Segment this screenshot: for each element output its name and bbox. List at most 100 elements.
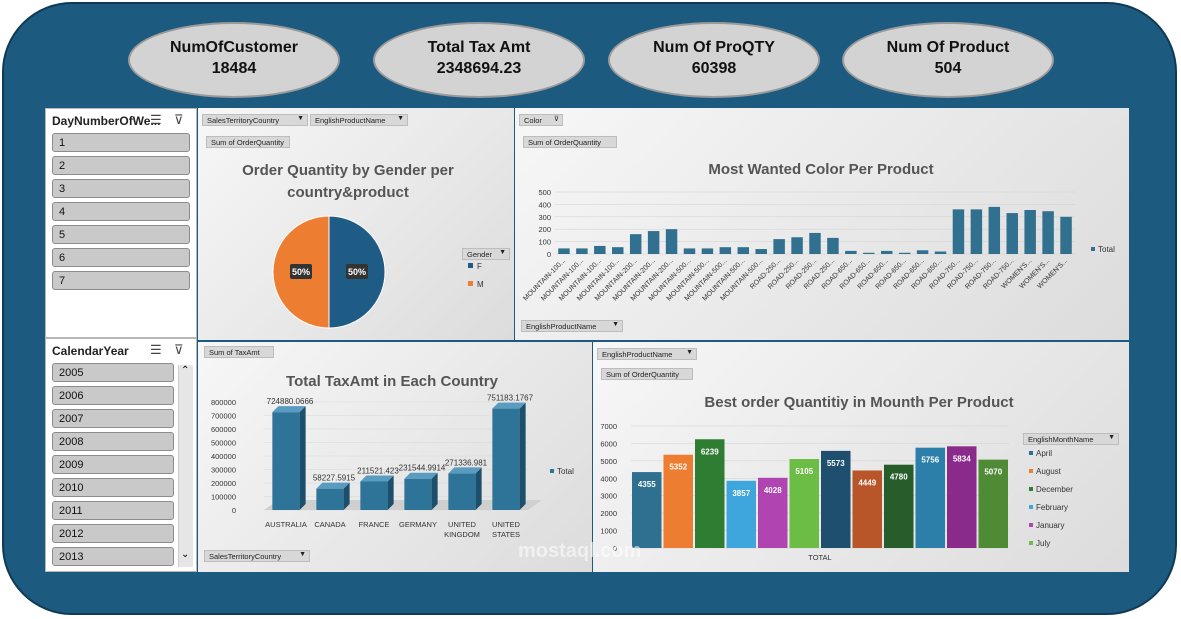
bar — [683, 248, 696, 254]
dropdown-icon: ▼ — [1108, 434, 1115, 441]
clear-filter-icon[interactable]: ⊽ — [174, 112, 184, 127]
legend-swatch — [1029, 541, 1033, 545]
multi-select-icon[interactable]: ☰ — [150, 342, 162, 357]
slicer-item[interactable]: 2012 — [52, 524, 174, 543]
slicer-item[interactable]: 7 — [52, 271, 190, 290]
slicer-item[interactable]: 2009 — [52, 455, 174, 474]
kpi-title: Num Of ProQTY — [653, 39, 775, 56]
bar — [773, 239, 785, 254]
bar — [915, 447, 945, 548]
data-label: 5756 — [921, 456, 939, 465]
dropdown-icon: ▼ — [297, 115, 304, 122]
bar — [845, 250, 857, 254]
bar — [1024, 209, 1036, 254]
y-tick-label: 600000 — [211, 425, 236, 434]
slicer-item[interactable]: 2007 — [52, 409, 174, 428]
data-label: 4355 — [638, 480, 656, 489]
slicer-scrollbar[interactable]: ⌃ ⌄ — [178, 365, 193, 567]
bar — [272, 412, 300, 510]
x-tick-label: GERMANY — [399, 520, 437, 529]
slicer-item[interactable]: 1 — [52, 133, 190, 152]
x-tick-label: AUSTRALIA — [265, 520, 307, 529]
bar — [758, 477, 788, 548]
kpi-num-product: Num Of Product 504 — [842, 22, 1054, 98]
bar-side — [343, 482, 350, 510]
bar — [947, 446, 977, 548]
y-tick-label: 500000 — [211, 439, 236, 448]
kpi-title: Total Tax Amt — [427, 39, 531, 56]
multi-select-icon[interactable]: ☰ — [150, 112, 162, 127]
slicer-item[interactable]: 2 — [52, 156, 190, 175]
slicer-item[interactable]: 2013 — [52, 547, 174, 566]
dropdown-icon: ▼ — [499, 249, 506, 256]
filter-chip-country[interactable]: SalesTerritoryCountry ▼ — [202, 114, 308, 126]
color-chart-panel: Color ⊽ Sum of OrderQuantity EnglishProdu… — [515, 108, 1129, 340]
measure-chip: Sum of OrderQuantity — [206, 136, 290, 148]
filter-chip-color[interactable]: Color ⊽ — [519, 114, 563, 126]
kpi-title: Num Of Product — [886, 39, 1010, 56]
bar-top — [448, 467, 482, 474]
legend-swatch — [468, 263, 473, 268]
x-tick-label: CANADA — [314, 520, 345, 529]
bar — [880, 250, 893, 254]
bar — [492, 408, 520, 510]
data-label: 4028 — [764, 486, 782, 495]
data-label: 5834 — [953, 454, 971, 463]
bar-top — [404, 472, 438, 479]
slicer-item[interactable]: 6 — [52, 248, 190, 267]
data-label: 58227.5915 — [313, 474, 356, 483]
y-tick-label: 5000 — [600, 457, 617, 466]
legend-entry: Total — [557, 467, 574, 476]
bar-side — [299, 406, 306, 510]
bar — [719, 247, 732, 254]
bar — [663, 454, 693, 548]
slicer-item[interactable]: 2010 — [52, 478, 174, 497]
bar — [448, 473, 476, 510]
slicer-item[interactable]: 2011 — [52, 501, 174, 520]
legend-title-chip[interactable]: EnglishMonthName ▼ — [1023, 433, 1119, 445]
slicer-item[interactable]: 3 — [52, 179, 190, 198]
bar — [665, 229, 678, 254]
data-label: 5105 — [795, 467, 813, 476]
filter-chip-product[interactable]: EnglishProductName ▼ — [597, 348, 697, 360]
bar — [632, 472, 662, 548]
bar — [978, 459, 1008, 548]
bar — [726, 480, 756, 548]
y-tick-label: 200 — [538, 225, 551, 234]
chevron-down-icon[interactable]: ⌄ — [181, 549, 190, 560]
chevron-up-icon[interactable]: ⌃ — [181, 365, 190, 376]
bar — [934, 251, 947, 254]
bar-side — [431, 472, 438, 510]
data-label: 211521.423 — [357, 466, 399, 475]
y-tick-label: 200000 — [211, 479, 236, 488]
filter-chip-country[interactable]: SalesTerritoryCountry ▼ — [204, 550, 310, 562]
chart-title: Total TaxAmt in Each Country — [286, 373, 499, 390]
kpi-title: NumOfCustomer — [169, 39, 298, 56]
legend-swatch — [1029, 523, 1033, 527]
data-label: 4780 — [890, 473, 908, 482]
slicer-item[interactable]: 2006 — [52, 386, 174, 405]
x-tick-label: FRANCE — [359, 520, 390, 529]
filter-chip-product[interactable]: EnglishProductName ▼ — [310, 114, 408, 126]
bar — [789, 459, 819, 548]
slicer-item[interactable]: 2008 — [52, 432, 174, 451]
x-tick-label: STATES — [492, 530, 520, 539]
x-tick-label: UNITED — [492, 520, 521, 529]
month-chart-panel: EnglishProductName ▼ Sum of OrderQuantity… — [593, 342, 1129, 572]
bar — [647, 231, 660, 254]
clear-filter-icon[interactable]: ⊽ — [174, 342, 184, 357]
filter-chip-product[interactable]: EnglishProductName ▼ — [521, 320, 623, 332]
legend-title-chip[interactable]: Gender ▼ — [462, 248, 510, 260]
y-tick-label: 7000 — [600, 422, 617, 431]
bar — [594, 245, 606, 254]
data-label: 5573 — [827, 459, 845, 468]
kpi-num-proqty: Num Of ProQTY 60398 — [608, 22, 820, 98]
bar — [404, 478, 432, 510]
slicer-item[interactable]: 5 — [52, 225, 190, 244]
bar — [360, 481, 388, 510]
slicer-item[interactable]: 4 — [52, 202, 190, 221]
y-tick-label: 500 — [538, 188, 551, 197]
slicer-item[interactable]: 2005 — [52, 363, 174, 382]
slicer-day-number: DayNumberOfWe... ☰ ⊽ 1 2 3 4 5 6 7 — [45, 108, 197, 338]
measure-chip: Sum of OrderQuantity — [601, 368, 693, 380]
